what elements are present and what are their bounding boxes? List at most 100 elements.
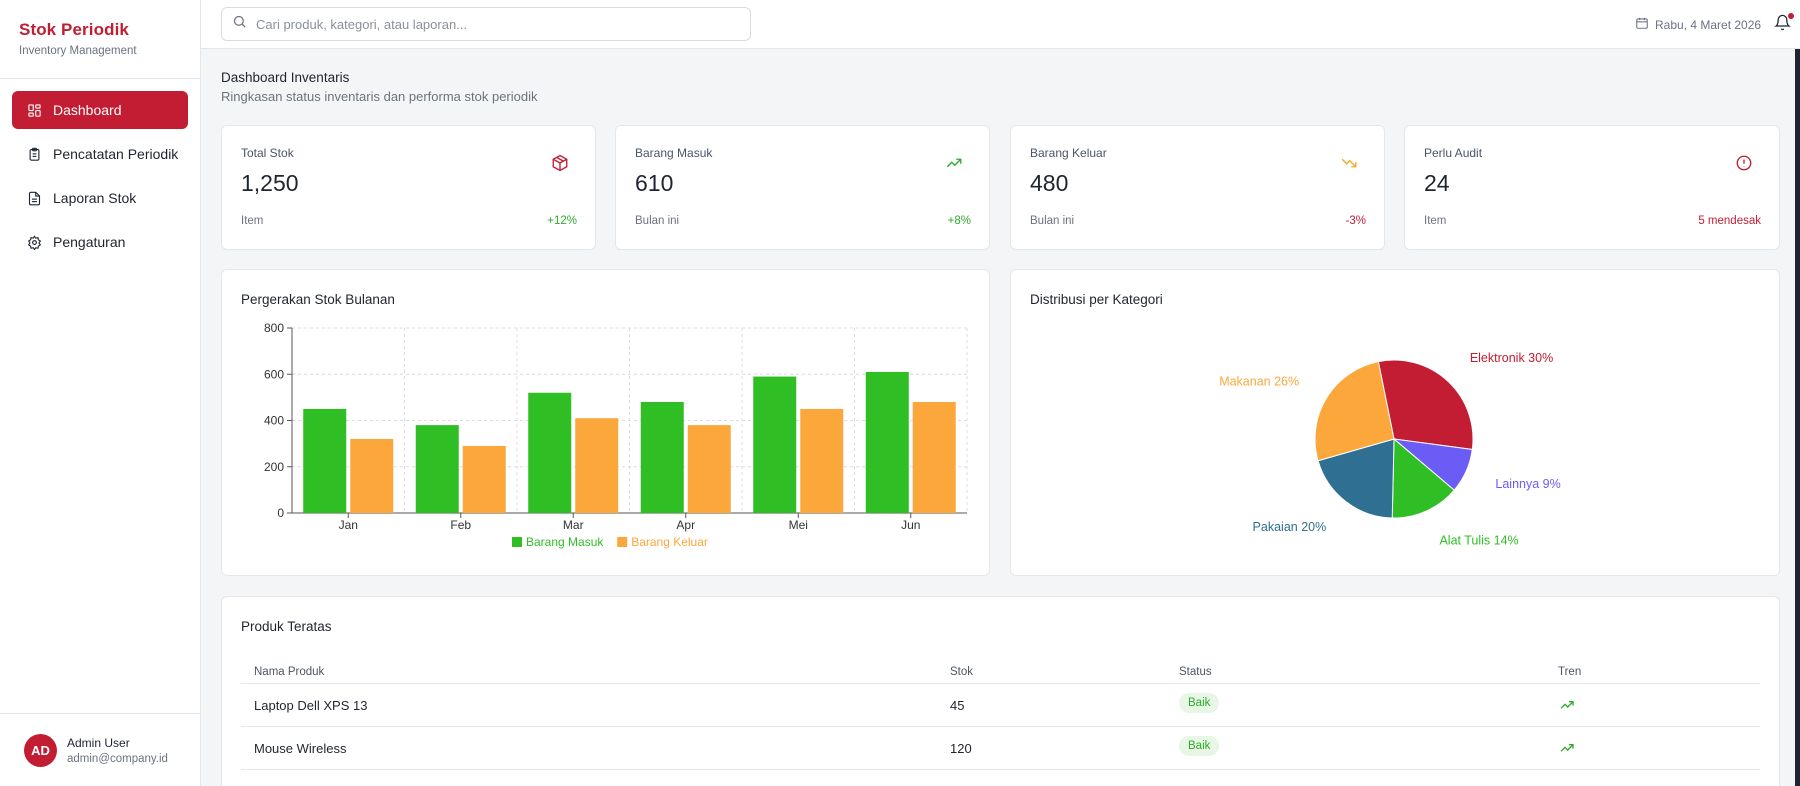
sidebar-item-dashboard[interactable]: Dashboard: [12, 91, 188, 129]
table-row[interactable]: Mouse Wireless 120 Baik: [241, 726, 1760, 769]
stat-label: Barang Keluar: [1030, 146, 1107, 160]
legend-label: Barang Keluar: [631, 535, 708, 549]
top-products-card: Produk Teratas Nama Produk Stok Status T…: [221, 596, 1780, 786]
calendar-icon: [1635, 16, 1655, 33]
clipboard-icon: [26, 146, 42, 162]
column-header-name[interactable]: Nama Produk: [254, 666, 325, 678]
y-tick-label: 600: [264, 367, 284, 381]
chart-title: Distribusi per Kategori: [1030, 292, 1163, 307]
sidebar-item-label: Pengaturan: [53, 234, 126, 250]
sidebar-nav: Dashboard Pencatatan Periodik Laporan St…: [0, 79, 200, 261]
legend-label: Barang Masuk: [526, 535, 604, 549]
search-icon: [232, 14, 247, 34]
file-icon: [26, 190, 42, 206]
current-date: Rabu, 4 Maret 2026: [1635, 16, 1761, 33]
x-tick-label: Mar: [563, 518, 584, 532]
bar-barang-masuk: [640, 402, 684, 513]
pie-label: Pakaian 20%: [1253, 520, 1327, 534]
x-tick-label: Jun: [901, 518, 920, 532]
user-email: admin@company.id: [67, 752, 168, 765]
search-box[interactable]: [221, 7, 751, 41]
pie-slice-makanan: [1314, 360, 1395, 462]
bar-barang-keluar: [800, 408, 844, 513]
pie-label: Alat Tulis 14%: [1439, 533, 1518, 547]
alert-circle-icon: [1735, 154, 1753, 172]
user-profile[interactable]: AD Admin User admin@company.id: [0, 713, 200, 786]
column-header-status[interactable]: Status: [1179, 666, 1212, 678]
category-distribution-card: Distribusi per Kategori Elektronik 30% La…: [1010, 269, 1780, 576]
stat-delta: -3%: [1345, 215, 1366, 227]
stat-card-perlu-audit: Perlu Audit 24 Item 5 mendesak: [1404, 125, 1780, 250]
bar-barang-masuk: [415, 425, 459, 513]
trending-down-icon: [1340, 154, 1358, 172]
user-name: Admin User: [67, 735, 130, 750]
x-tick-label: Apr: [676, 518, 695, 532]
sidebar-item-label: Pencatatan Periodik: [53, 146, 179, 162]
user-info: Admin User admin@company.id: [67, 736, 168, 765]
y-tick-label: 400: [264, 414, 284, 428]
column-header-stock[interactable]: Stok: [950, 666, 974, 678]
product-name: Mouse Wireless: [254, 741, 347, 756]
trending-up-icon: [1559, 740, 1575, 759]
date-text: Rabu, 4 Maret 2026: [1655, 17, 1762, 32]
stat-foot: Bulan ini: [1030, 215, 1075, 227]
avatar: AD: [24, 733, 57, 767]
legend-swatch: [512, 537, 522, 547]
pie-label: Makanan 26%: [1219, 374, 1299, 388]
gear-icon: [26, 234, 42, 250]
y-tick-label: 0: [277, 506, 284, 520]
box-icon: [551, 154, 569, 172]
page-subtitle: Ringkasan status inventaris dan performa…: [221, 89, 538, 104]
sidebar-item-label: Dashboard: [53, 102, 122, 118]
stat-label: Total Stok: [241, 146, 294, 160]
scrollbar[interactable]: [1795, 49, 1800, 786]
stat-label: Perlu Audit: [1424, 146, 1483, 160]
search-input[interactable]: [256, 16, 736, 32]
sidebar: Stok Periodik Inventory Management Dashb…: [0, 0, 201, 786]
bar-barang-masuk: [528, 392, 572, 513]
stat-value: 610: [635, 170, 674, 196]
topbar: Rabu, 4 Maret 2026: [201, 0, 1800, 49]
pie-label: Elektronik 30%: [1470, 351, 1553, 365]
sidebar-item-pengaturan[interactable]: Pengaturan: [12, 223, 188, 261]
bar-barang-keluar: [350, 439, 394, 513]
x-tick-label: Feb: [450, 518, 471, 532]
sidebar-item-laporan-stok[interactable]: Laporan Stok: [12, 179, 188, 217]
column-header-trend[interactable]: Tren: [1558, 666, 1582, 678]
product-stock: 120: [950, 741, 972, 756]
legend-swatch: [617, 537, 628, 547]
x-tick-label: Mei: [789, 518, 808, 532]
bar-barang-masuk: [303, 408, 347, 513]
sidebar-item-label: Laporan Stok: [53, 190, 137, 206]
dashboard-icon: [26, 102, 42, 118]
stat-delta: 5 mendesak: [1698, 215, 1761, 227]
notification-dot: [1788, 13, 1794, 19]
stat-card-barang-keluar: Barang Keluar 480 Bulan ini -3%: [1010, 125, 1385, 250]
stat-card-barang-masuk: Barang Masuk 610 Bulan ini +8%: [615, 125, 990, 250]
stat-foot: Item: [241, 215, 264, 227]
monthly-stock-chart-card: Pergerakan Stok Bulanan 0 200 400 600 800 Jan…: [221, 269, 990, 576]
status-badge: Baik: [1179, 693, 1220, 713]
bar-chart: 0 200 400 600 800 Jan Feb Mar Apr Mei Jun Barang Ma…: [264, 321, 968, 549]
table-title: Produk Teratas: [241, 619, 332, 634]
sidebar-item-pencatatan-periodik[interactable]: Pencatatan Periodik: [12, 135, 188, 173]
stat-delta: +12%: [547, 215, 577, 227]
bar-barang-masuk: [753, 376, 797, 513]
bar-barang-keluar: [912, 402, 956, 513]
notification-button[interactable]: [1774, 13, 1794, 32]
trending-up-icon: [945, 154, 963, 172]
table-row[interactable]: [241, 769, 1760, 786]
brand-title: Stok Periodik: [19, 20, 129, 39]
bar-barang-masuk: [865, 371, 909, 513]
stat-foot: Item: [1424, 215, 1447, 227]
stat-card-total-stok: Total Stok 1,250 Item +12%: [221, 125, 596, 250]
pie-slice-elektronik: [1377, 359, 1474, 451]
bar-barang-keluar: [575, 418, 619, 513]
chart-title: Pergerakan Stok Bulanan: [241, 292, 395, 307]
brand: Stok Periodik Inventory Management: [0, 0, 200, 79]
y-tick-label: 200: [264, 460, 284, 474]
table-row[interactable]: Laptop Dell XPS 13 45 Baik: [241, 683, 1760, 726]
product-stock: 45: [950, 698, 965, 713]
pie-slice-alat: [1391, 437, 1455, 519]
stat-foot: Bulan ini: [635, 215, 680, 227]
